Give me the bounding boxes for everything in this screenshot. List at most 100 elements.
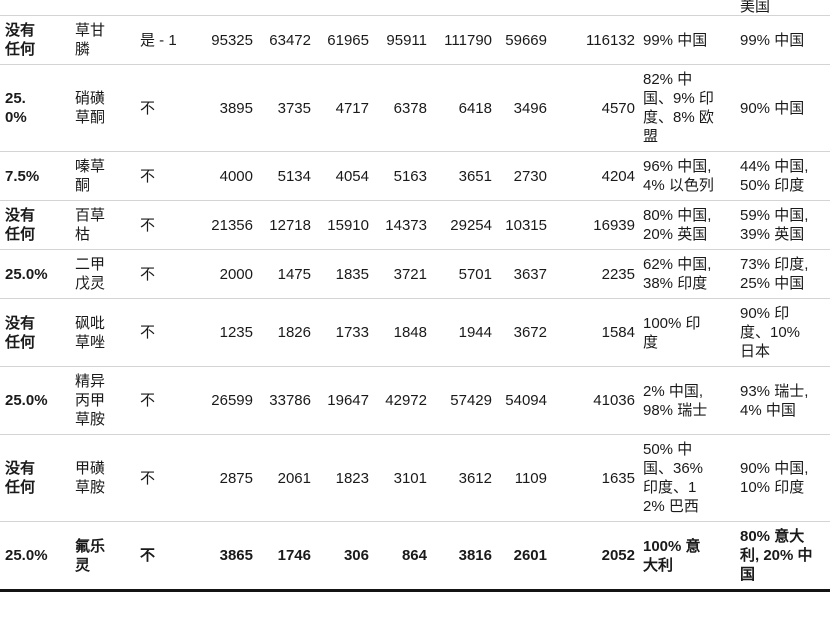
yes-no-cell: 不 xyxy=(140,216,156,234)
value-cell: 3865 xyxy=(219,547,253,564)
country-share-cell-1: 50% 中国、36% 印度、12% 巴西 xyxy=(643,441,704,515)
value-cell: 1823 xyxy=(335,469,369,487)
table-row: 没有 任何 百草 枯 不 21356 12718 15910 14373 292… xyxy=(0,200,830,250)
country-share-cell-1: 99% 中国 xyxy=(643,31,708,49)
chemical-name-cell: 二甲 戊灵 xyxy=(75,256,106,292)
table-row: 25.0% 二甲 戊灵 不 2000 1475 1835 3721 5701 3… xyxy=(0,249,830,299)
country-share-cell-1: 100% 印度 xyxy=(643,314,701,351)
tariff-percent-cell: 25.0% xyxy=(5,547,48,564)
value-cell: 59669 xyxy=(505,31,547,49)
country-share-cell-1: 80% 中国, 20% 英国 xyxy=(643,207,712,243)
value-cell: 19647 xyxy=(327,392,369,409)
clipped-country-cell: 美国 xyxy=(740,0,771,15)
value-cell: 3101 xyxy=(393,469,427,487)
tariff-percent-cell: 7.5% xyxy=(5,167,40,185)
value-cell: 2000 xyxy=(219,265,253,283)
value-cell: 2235 xyxy=(601,265,635,283)
country-share-cell-1: 82% 中国、9% 印度、8% 欧盟 xyxy=(643,71,714,145)
country-share-cell-2: 44% 中国, 50% 印度 xyxy=(740,158,809,194)
value-cell: 2061 xyxy=(277,469,311,487)
value-cell: 1848 xyxy=(393,324,427,341)
value-cell: 1475 xyxy=(277,265,311,283)
chemical-name-cell: 砜吡 草唑 xyxy=(75,314,106,351)
chemical-name-cell: 嗪草 酮 xyxy=(75,158,106,194)
value-cell: 1826 xyxy=(277,324,311,341)
table-row: 25.0% 精异 丙甲 草胺 不 26599 33786 19647 42972… xyxy=(0,366,830,435)
value-cell: 1109 xyxy=(514,469,547,487)
value-cell: 3612 xyxy=(458,469,492,487)
chemical-name-cell: 氟乐 灵 xyxy=(75,537,106,574)
value-cell: 5134 xyxy=(277,167,311,185)
country-share-cell-1: 2% 中国, 98% 瑞士 xyxy=(643,382,708,419)
value-cell: 3637 xyxy=(513,265,547,283)
value-cell: 6418 xyxy=(458,99,492,117)
chemical-name-cell: 百草 枯 xyxy=(75,207,106,243)
pesticide-data-table: 美国 没有 任何 草甘 膦 是 - 1 95325 63472 61965 95… xyxy=(0,0,830,592)
country-share-cell-2: 80% 意大利, 20% 中国 xyxy=(740,528,813,583)
value-cell: 33786 xyxy=(269,392,311,409)
tariff-percent-cell: 没有 任何 xyxy=(5,207,36,243)
country-share-cell-2: 93% 瑞士, 4% 中国 xyxy=(740,382,809,419)
chemical-name-cell: 硝磺 草酮 xyxy=(75,90,106,126)
value-cell: 3816 xyxy=(458,547,492,564)
yes-no-cell: 是 - 1 xyxy=(140,31,177,49)
value-cell: 2730 xyxy=(513,167,547,185)
value-cell: 4054 xyxy=(335,167,369,185)
country-share-cell-2: 90% 中国 xyxy=(740,99,805,117)
value-cell: 16939 xyxy=(593,216,635,234)
country-share-cell-1: 100% 意大利 xyxy=(643,537,701,574)
value-cell: 95325 xyxy=(211,31,253,49)
country-share-cell-2: 90% 印度、10% 日本 xyxy=(740,305,801,360)
value-cell: 2601 xyxy=(513,547,547,564)
value-cell: 63472 xyxy=(269,31,311,49)
value-cell: 42972 xyxy=(385,392,427,409)
table-row: 没有 任何 砜吡 草唑 不 1235 1826 1733 1848 1944 3… xyxy=(0,298,830,367)
value-cell: 1635 xyxy=(601,469,635,487)
value-cell: 306 xyxy=(343,547,369,564)
value-cell: 864 xyxy=(401,547,427,564)
value-cell: 95911 xyxy=(386,31,427,49)
country-share-cell-2: 59% 中国, 39% 英国 xyxy=(740,207,809,243)
yes-no-cell: 不 xyxy=(140,469,156,487)
value-cell: 1733 xyxy=(335,324,369,341)
value-cell: 3895 xyxy=(219,99,253,117)
value-cell: 12718 xyxy=(269,216,311,234)
table-row: 25.0% 氟乐 灵 不 3865 1746 306 864 3816 2601… xyxy=(0,521,830,591)
value-cell: 1944 xyxy=(458,324,492,341)
table-row: 7.5% 嗪草 酮 不 4000 5134 4054 5163 3651 273… xyxy=(0,151,830,201)
value-cell: 3672 xyxy=(513,324,547,341)
value-cell: 1835 xyxy=(335,265,369,283)
country-share-cell-2: 99% 中国 xyxy=(740,31,805,49)
value-cell: 2875 xyxy=(219,469,253,487)
value-cell: 4000 xyxy=(219,167,253,185)
value-cell: 3496 xyxy=(513,99,547,117)
value-cell: 1746 xyxy=(277,547,311,564)
table-body: 美国 没有 任何 草甘 膦 是 - 1 95325 63472 61965 95… xyxy=(0,0,830,591)
chemical-name-cell: 精异 丙甲 草胺 xyxy=(75,373,106,428)
value-cell: 41036 xyxy=(593,392,635,409)
yes-no-cell: 不 xyxy=(140,547,156,564)
country-share-cell-2: 73% 印度, 25% 中国 xyxy=(740,256,809,292)
yes-no-cell: 不 xyxy=(140,324,156,341)
table-row: 没有 任何 甲磺 草胺 不 2875 2061 1823 3101 3612 1… xyxy=(0,434,830,522)
value-cell: 57429 xyxy=(450,392,492,409)
value-cell: 21356 xyxy=(211,216,253,234)
value-cell: 29254 xyxy=(450,216,492,234)
chemical-name-cell: 草甘 膦 xyxy=(75,22,106,58)
value-cell: 4717 xyxy=(335,99,369,117)
yes-no-cell: 不 xyxy=(140,167,156,185)
value-cell: 6378 xyxy=(393,99,427,117)
country-share-cell-2: 90% 中国, 10% 印度 xyxy=(740,460,809,496)
yes-no-cell: 不 xyxy=(140,265,156,283)
value-cell: 111790 xyxy=(444,31,492,49)
country-share-cell-1: 96% 中国, 4% 以色列 xyxy=(643,158,714,194)
value-cell: 5163 xyxy=(393,167,427,185)
clipped-previous-row: 美国 xyxy=(0,0,830,16)
tariff-percent-cell: 没有 任何 xyxy=(5,314,36,351)
value-cell: 61965 xyxy=(327,31,369,49)
value-cell: 1235 xyxy=(219,324,253,341)
value-cell: 3721 xyxy=(393,265,427,283)
tariff-percent-cell: 25.0% xyxy=(5,265,48,283)
table-row: 没有 任何 草甘 膦 是 - 1 95325 63472 61965 95911… xyxy=(0,15,830,65)
